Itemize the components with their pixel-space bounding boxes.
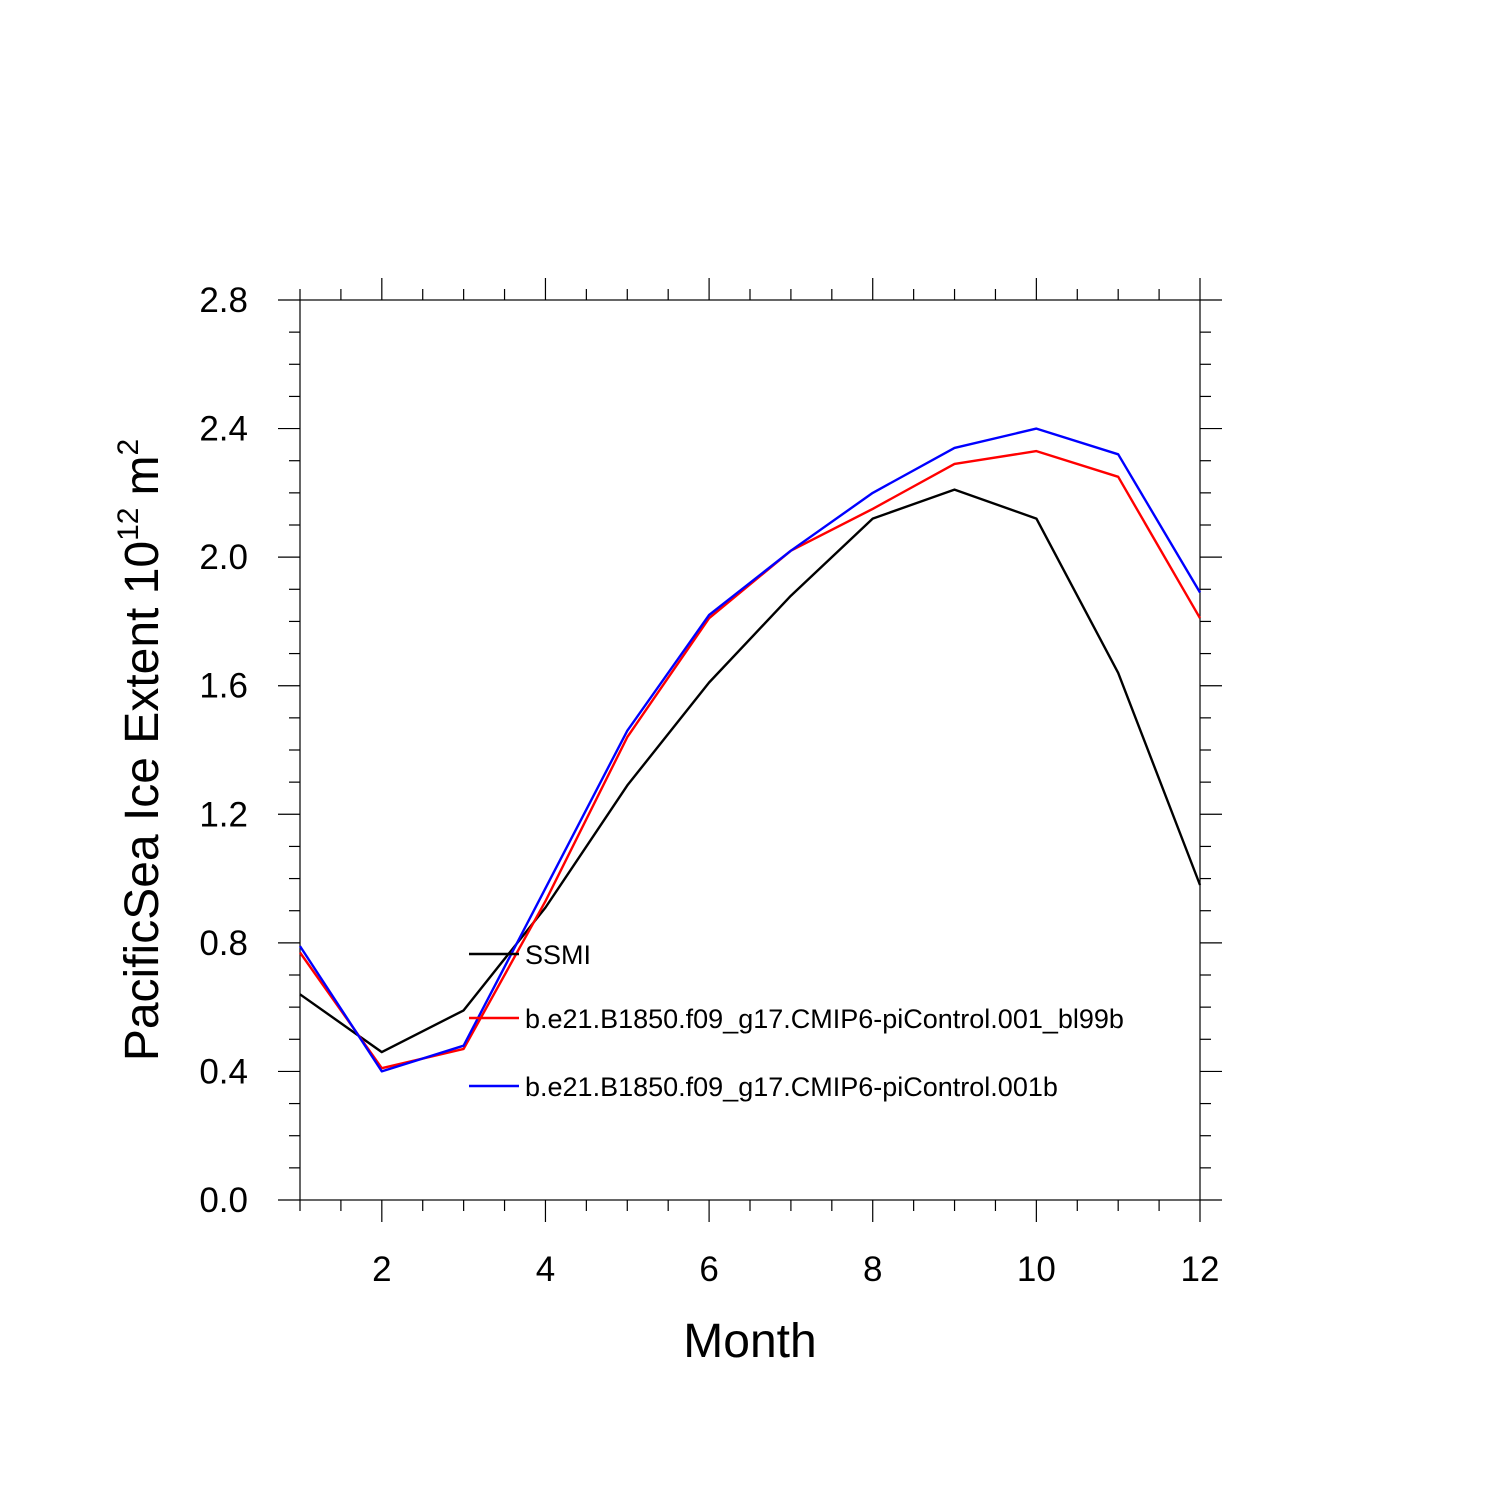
- y-tick-label: 1.6: [199, 667, 248, 706]
- x-tick-label: 12: [1181, 1250, 1220, 1289]
- x-axis-title: Month: [683, 1315, 816, 1368]
- y-axis-title-unit-exponent: 2: [112, 439, 145, 456]
- series-line-1: [299, 449, 1202, 1070]
- x-tick-label: 10: [1017, 1250, 1056, 1289]
- x-tick-label: 6: [699, 1250, 718, 1289]
- y-tick-label: 0.0: [199, 1181, 248, 1220]
- series-line-2: [298, 427, 1202, 1073]
- tick-labels: 2 4 6 8 10 12 0.0 0.4 0.8 1.2 1.6 2.0 2.4 2.8: [199, 281, 1219, 1289]
- legend-label: b.e21.B1850.f09_g17.CMIP6-piControl.001_…: [525, 1004, 1124, 1034]
- y-tick-label: 2.0: [199, 538, 248, 577]
- series-lines: [298, 427, 1202, 1073]
- ticks: [278, 278, 1222, 1222]
- y-axis-title: PacificSea Ice Extent 1012 m2: [112, 439, 169, 1061]
- y-tick-label: 0.4: [199, 1052, 248, 1091]
- y-tick-label: 1.2: [199, 795, 248, 834]
- x-tick-label: 8: [863, 1250, 882, 1289]
- legend-label: SSMI: [525, 940, 591, 970]
- y-axis-title-unit: m: [116, 456, 169, 496]
- legend-label: b.e21.B1850.f09_g17.CMIP6-piControl.001b: [525, 1072, 1058, 1102]
- x-tick-label: 4: [536, 1250, 555, 1289]
- legend: SSMI b.e21.B1850.f09_g17.CMIP6-piControl.…: [469, 940, 1124, 1102]
- x-tick-label: 2: [372, 1250, 391, 1289]
- series-line-0: [299, 488, 1202, 1054]
- y-tick-label: 0.8: [199, 924, 248, 963]
- svg-text:PacificSea Ice Extent 1012m2: PacificSea Ice Extent 1012 m2: [112, 439, 169, 1061]
- y-tick-label: 2.4: [199, 410, 248, 449]
- y-axis-title-main: PacificSea Ice Extent 10: [116, 541, 169, 1061]
- plot-frame: [299, 299, 1201, 1201]
- y-axis-title-exponent: 12: [112, 508, 145, 541]
- y-tick-label: 2.8: [199, 281, 248, 320]
